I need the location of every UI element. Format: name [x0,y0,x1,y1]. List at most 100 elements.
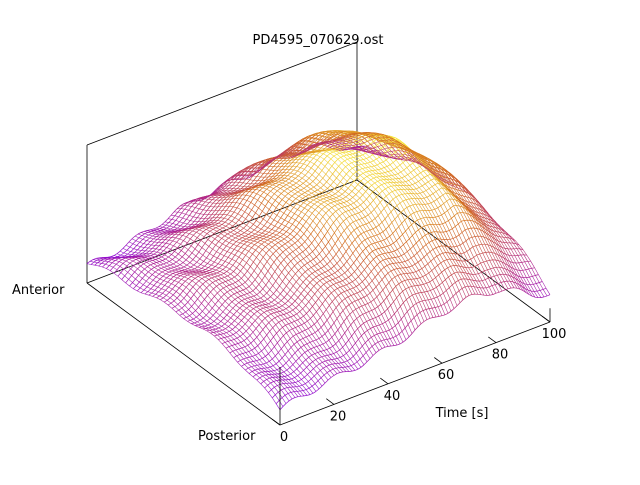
mesh-line [222,277,225,278]
mesh-line [296,181,299,184]
mesh-line [154,239,157,242]
mesh-line [300,252,303,254]
mesh-line [358,326,361,329]
mesh-line [198,218,201,221]
mesh-line [358,160,361,161]
mesh-line [222,236,225,239]
mesh-line [200,210,203,214]
mesh-line [189,207,192,211]
mesh-line [220,288,223,290]
mesh-line [214,203,217,207]
mesh-line [476,245,479,246]
mesh-line [290,365,293,368]
mesh-line [374,165,377,166]
mesh-line [284,237,287,239]
mesh-line [412,286,415,287]
mesh-line [171,246,174,250]
mesh-line [249,284,252,287]
mesh-line [317,318,320,322]
mesh-line [328,203,331,205]
mesh-line [87,264,91,265]
mesh-line [433,317,436,318]
mesh-line [94,262,98,263]
mesh-line [166,240,169,243]
mesh-line [153,294,156,296]
mesh-line [150,260,153,261]
mesh-line [437,197,440,199]
mesh-line [235,251,238,255]
mesh-line [459,288,462,290]
mesh-line [299,301,302,304]
mesh-line [262,206,265,211]
mesh-line [249,324,252,328]
mesh-line [348,366,351,367]
mesh-line [239,348,242,349]
mesh-line [243,353,246,354]
mesh-line [275,197,278,201]
mesh-line [307,310,310,313]
mesh-line [372,219,375,221]
mesh-line [285,176,288,179]
mesh-line [439,215,442,216]
mesh-line [325,380,328,383]
mesh-line [214,273,217,274]
mesh-line [436,316,439,317]
mesh-line [288,392,291,393]
mesh-line [214,221,217,223]
mesh-line [243,255,246,259]
mesh-line [337,287,340,288]
mesh-line [189,310,193,314]
mesh-line [161,251,164,254]
mesh-line [102,263,106,264]
mesh-line [329,364,332,365]
mesh-line [423,309,426,310]
mesh-line [171,227,174,229]
mesh-line [143,237,146,240]
mesh-line [188,277,191,279]
mesh-line [216,329,220,331]
mesh-line [346,211,349,212]
mesh-line [418,173,421,175]
mesh-line [181,227,184,229]
mesh-line [334,283,337,284]
mesh-line [219,326,222,328]
mesh-line [254,337,257,340]
mesh-line [257,173,260,177]
mesh-line [284,342,287,345]
mesh-line [233,242,236,245]
mesh-line [235,236,238,238]
mesh-line [442,280,445,283]
mesh-line [271,167,274,171]
mesh-line [369,310,372,311]
mesh-line [255,232,258,234]
mesh-line [445,277,448,280]
mesh-line [465,286,468,287]
mesh-line [403,300,406,303]
mesh-line [232,345,235,346]
mesh-line [389,223,392,227]
mesh-line [243,354,247,358]
mesh-line [354,157,357,158]
mesh-line [144,290,148,292]
mesh-line [399,262,402,263]
mesh-line [241,341,244,343]
mesh-line [241,360,245,364]
mesh-line [279,306,282,308]
mesh-line [473,246,476,247]
mesh-line [287,254,290,257]
mesh-line [95,265,99,266]
mesh-line [193,232,196,235]
mesh-line [191,242,194,246]
mesh-line [401,170,404,172]
mesh-line [169,219,172,222]
mesh-line [402,177,405,178]
mesh-line [305,350,308,352]
mesh-line [492,285,495,286]
mesh-line [347,155,350,156]
mesh-line [298,268,301,271]
mesh-line [371,300,374,302]
mesh-line [350,253,353,257]
mesh-line [408,215,411,217]
mesh-line [479,244,482,245]
mesh-line [194,295,198,299]
